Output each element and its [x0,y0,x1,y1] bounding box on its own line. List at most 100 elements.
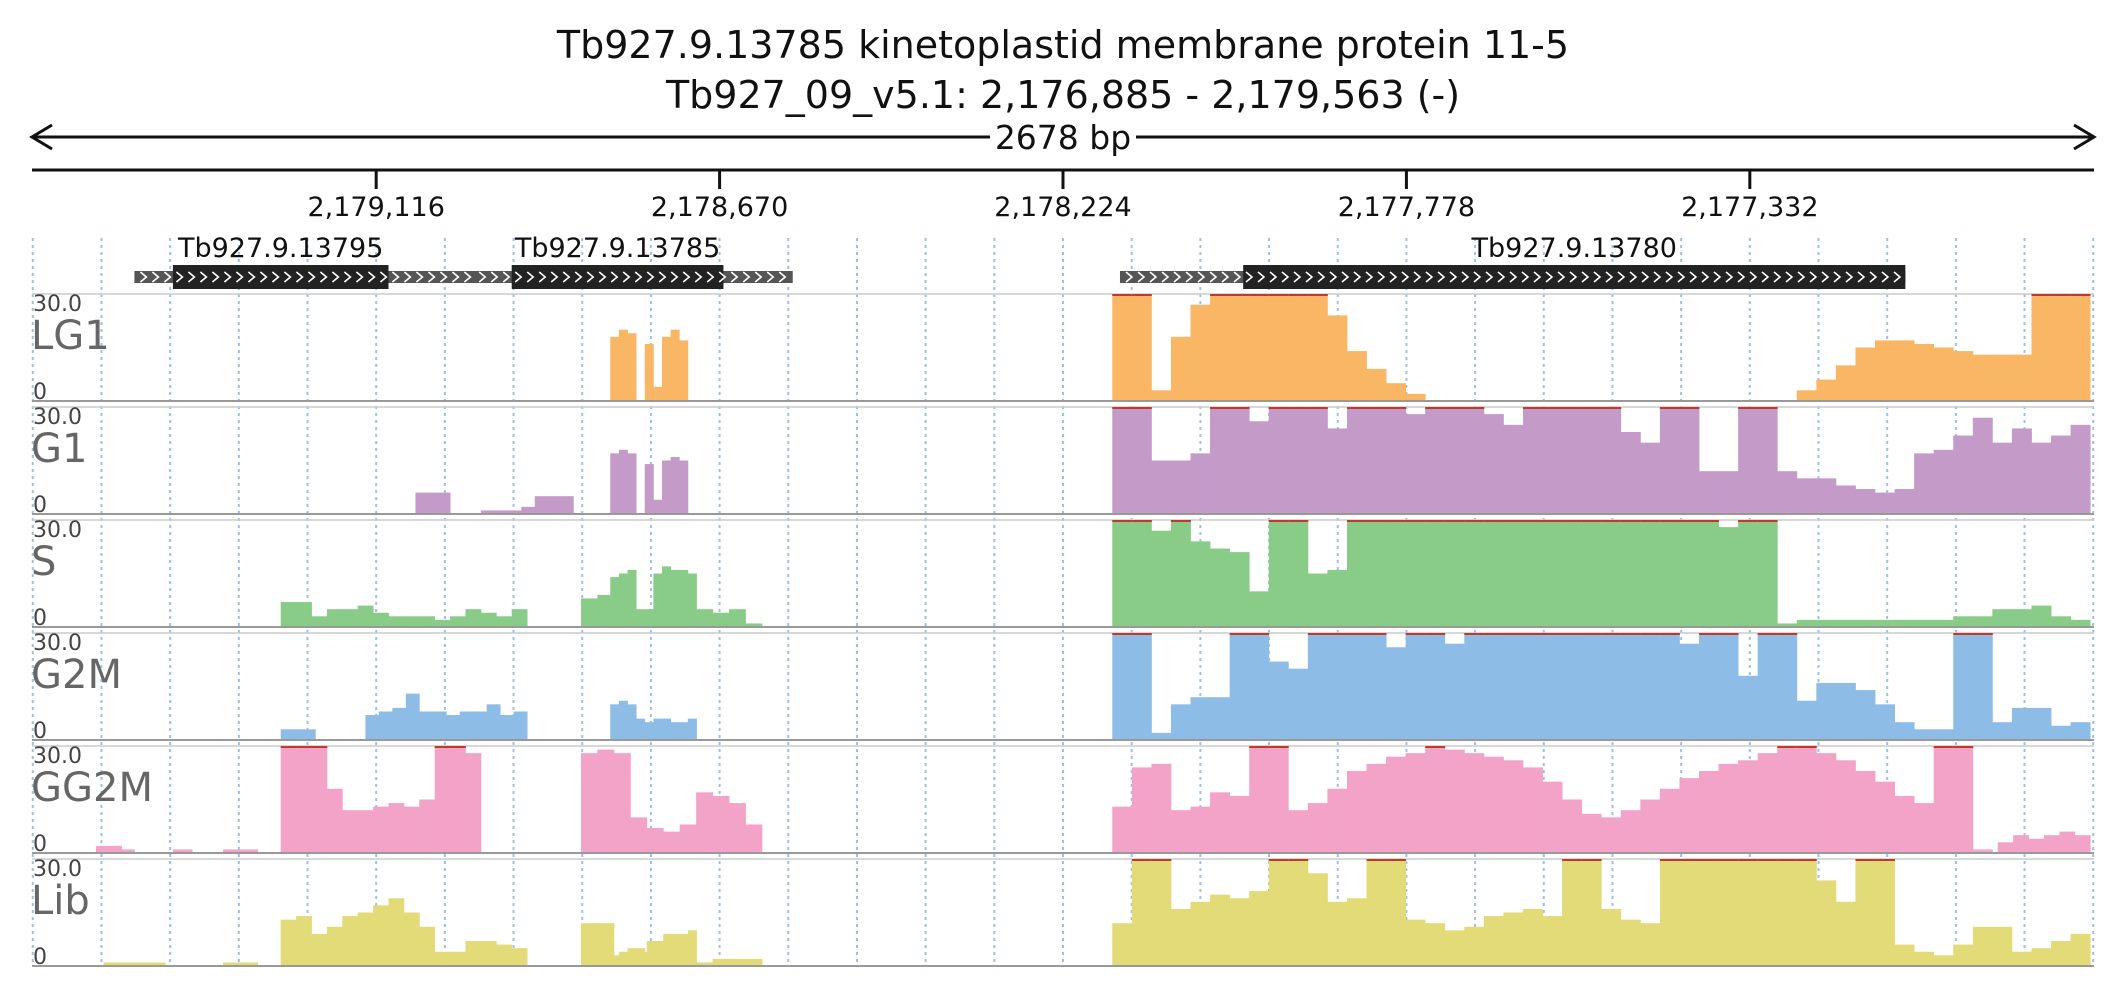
coverage-bar [1816,379,1837,401]
gene-2[interactable]: Tb927.9.13780 [1119,233,1906,289]
coverage-bar [1366,368,1387,401]
coverage-bar [1405,393,1426,401]
clip-marker [1288,407,1309,409]
coverage-bar [1444,643,1465,740]
coverage-bar [1757,633,1778,740]
clip-marker [434,746,451,748]
coverage-bar [326,926,343,966]
coverage-bar [1522,908,1543,966]
clip-marker [1131,407,1152,409]
coverage-bar [432,711,447,740]
coverage-bar [1992,722,2013,740]
clip-marker [1366,520,1387,522]
y-zero-label-1: 0 [33,493,47,518]
clip-marker [1777,633,1798,635]
clip-marker [1229,407,1250,409]
coverage-bar [1992,609,2013,627]
coverage-bar [597,749,615,853]
gene-1[interactable]: Tb927.9.13785 [473,233,793,289]
gene-0[interactable]: Tb927.9.13795 [134,233,489,289]
coverage-segment-lib-5 [704,962,763,966]
coverage-bar [1366,633,1387,740]
coverage-bar [661,718,672,740]
coverage-bar [1386,859,1407,966]
coverage-bar [1464,407,1485,514]
coverage-bar [1503,633,1524,740]
coverage-bar [2028,838,2045,853]
clip-marker [1386,407,1407,409]
clip-marker [1112,633,1133,635]
coverage-bar [292,729,305,740]
coverage-bar [2070,619,2091,627]
coverage-bar [296,746,312,853]
clip-marker [1972,633,1993,635]
clip-marker [1268,746,1289,748]
coverage-bar [547,496,561,514]
clip-marker [1581,520,1602,522]
coverage-bar [1757,859,1778,966]
clip-marker [1699,520,1719,522]
coverage-bar [1268,294,1289,401]
coverage-bar [1268,661,1289,740]
coverage-bar [1229,898,1250,966]
coverage-bar [1112,806,1133,853]
coverage-bar [378,711,393,740]
coverage-bar [1346,770,1367,853]
gene-strand-arrows-2 [1125,271,1902,283]
coverage-bar [403,616,420,627]
y-max-label-2: 30.0 [33,518,82,543]
coverage-bar [696,792,713,853]
coverage-bar [1562,859,1583,966]
coverage-bar [521,506,536,514]
coverage-segment-gg2m-6 [1997,831,2091,853]
coverage-bar [1190,697,1211,740]
clip-marker [1581,407,1602,409]
gene-strand-arrows-0 [139,271,484,283]
coverage-bar [1562,407,1583,514]
coverage-bar [303,729,316,740]
coverage-bar [1855,859,1876,966]
coverage-bar [1972,926,1993,966]
coverage-bar [653,944,663,966]
track-name-lib: Lib [31,878,90,924]
coverage-bar [661,460,672,514]
coverage-bar [679,722,689,740]
coverage-bar [1953,435,1974,514]
coverage-bar [1170,520,1191,627]
coverage-bar [644,343,654,401]
coverage-bar [610,955,620,966]
coverage-bar [1386,756,1407,853]
coverage-bar [1483,756,1504,853]
clip-marker [1757,633,1778,635]
clip-marker [1562,859,1583,861]
coverage-bar [222,849,235,853]
coverage-bar [2011,354,2032,401]
coverage-bar [392,707,407,740]
coverage-bar [687,573,697,627]
clip-marker [1522,520,1543,522]
coverage-bar [653,718,663,740]
coverage-bar [1346,898,1367,966]
coverage-bar [747,962,763,966]
coverage-bar [1875,492,1895,514]
clip-marker [1131,859,1152,861]
coverage-bar [1229,633,1250,740]
coverage-bar [1933,449,1954,514]
coverage-bar [1835,760,1856,853]
coverage-bar [613,753,631,853]
clip-marker [1405,520,1426,522]
y-zero-label-0: 0 [33,380,47,405]
coverage-bar [1699,859,1719,966]
coverage-bar [560,496,574,514]
coverage-bar [1757,753,1778,853]
coverage-bar [1894,489,1915,514]
clip-marker [1503,520,1524,522]
coverage-segment-gg2m-2 [222,849,259,853]
coverage-bar [296,602,312,627]
coverage-bar [1268,520,1289,627]
coverage-segment-g2m-1 [365,693,528,740]
coverage-bar [627,704,637,740]
coverage-bar [1170,704,1191,740]
coverage-bar [1718,527,1739,627]
coverage-bar [1933,619,1954,627]
